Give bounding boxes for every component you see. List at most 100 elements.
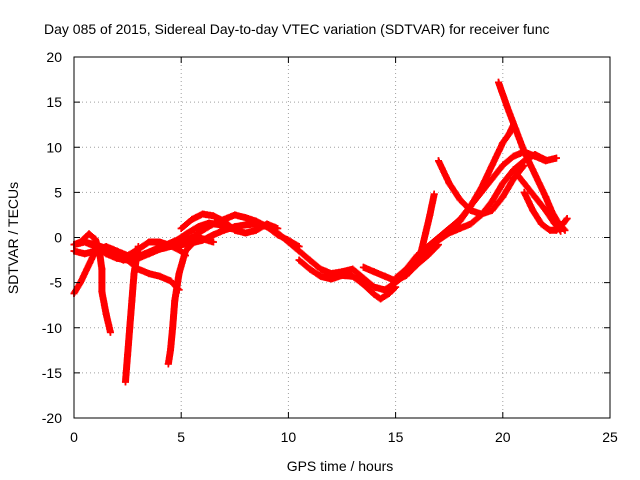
data-point	[209, 220, 217, 228]
data-point	[381, 286, 389, 294]
x-tick-label: 25	[602, 429, 618, 445]
data-point	[370, 290, 378, 298]
series-arc-late-a	[495, 78, 569, 234]
data-point	[145, 250, 153, 258]
y-tick-label: -10	[42, 320, 62, 336]
data-point	[467, 202, 475, 210]
data-point	[145, 270, 153, 278]
data-point	[242, 221, 250, 229]
data-point	[166, 277, 174, 285]
data-point	[242, 229, 250, 237]
data-point	[499, 179, 507, 187]
data-point	[91, 243, 99, 251]
x-tick-label: 15	[388, 429, 404, 445]
data-point	[542, 206, 550, 214]
data-point	[124, 256, 132, 264]
data-point	[209, 212, 217, 220]
x-axis-label: GPS time / hours	[287, 458, 394, 474]
data-point	[445, 179, 453, 187]
data-point	[252, 217, 260, 225]
data-point	[456, 217, 464, 225]
data-point	[503, 103, 511, 111]
data-point	[434, 157, 442, 165]
data-point	[121, 378, 129, 386]
data-point	[209, 238, 217, 246]
data-point	[85, 230, 93, 238]
data-point	[499, 139, 507, 147]
data-point	[317, 265, 325, 273]
series-arc-dip-2.5h	[121, 243, 142, 386]
data-point	[529, 206, 537, 214]
data-point	[402, 270, 410, 278]
data-point	[209, 231, 217, 239]
data-point	[542, 156, 550, 164]
data-point	[542, 193, 550, 201]
data-point	[188, 234, 196, 241]
data-point	[488, 206, 496, 214]
data-point	[430, 190, 438, 198]
data-point	[456, 224, 464, 232]
y-tick-label: -15	[42, 365, 62, 381]
data-point	[426, 211, 434, 219]
series-arc-evening-c	[434, 157, 528, 218]
y-tick-label: 0	[54, 230, 62, 246]
series-arc-afternoon-b	[295, 256, 400, 303]
data-point	[499, 161, 507, 169]
data-point	[184, 229, 192, 237]
series-arc-midday-b	[177, 210, 282, 237]
data-point	[327, 275, 335, 283]
data-point	[499, 193, 507, 201]
data-point	[295, 256, 303, 264]
data-point	[559, 220, 567, 228]
data-point	[156, 272, 164, 280]
data-point	[422, 229, 430, 237]
data-point	[126, 324, 134, 332]
data-point	[177, 238, 185, 246]
data-point	[359, 274, 367, 282]
data-point	[156, 245, 164, 253]
y-tick-label: 15	[46, 94, 62, 110]
data-point	[164, 360, 172, 368]
data-point	[510, 152, 518, 160]
x-tick-label: 0	[70, 429, 78, 445]
data-point	[175, 270, 183, 278]
data-point	[113, 247, 121, 255]
data-points	[70, 78, 571, 386]
data-point	[456, 196, 464, 204]
y-tick-label: -5	[50, 275, 63, 291]
tick-labels: 0 5 10 15 20 25 -20 -15 -10 -5 0 5 10 15 20	[42, 49, 618, 445]
data-point	[199, 226, 207, 234]
x-tick-label: 10	[281, 429, 297, 445]
data-point	[181, 247, 189, 255]
data-point	[166, 243, 174, 251]
data-point	[177, 224, 185, 232]
data-point	[488, 161, 496, 169]
data-point	[85, 261, 93, 269]
data-point	[413, 256, 421, 264]
data-point	[392, 274, 400, 282]
data-point	[231, 211, 239, 219]
data-point	[477, 210, 485, 218]
data-point	[377, 295, 385, 303]
data-point	[169, 324, 177, 332]
y-tick-label: -20	[42, 410, 62, 426]
axis-ticks	[73, 56, 611, 419]
data-point	[546, 226, 554, 234]
data-point	[349, 272, 357, 280]
data-point	[130, 270, 138, 278]
data-point	[81, 238, 89, 246]
data-point	[552, 154, 560, 162]
data-point	[274, 231, 282, 239]
series-arc-late-c	[520, 188, 571, 234]
data-point	[495, 78, 503, 86]
data-point	[424, 245, 432, 253]
data-point	[274, 224, 282, 232]
data-point	[306, 256, 314, 264]
data-point	[550, 219, 558, 227]
data-point	[252, 226, 260, 234]
data-point	[124, 351, 132, 359]
data-point	[434, 236, 442, 244]
data-point	[385, 289, 393, 297]
